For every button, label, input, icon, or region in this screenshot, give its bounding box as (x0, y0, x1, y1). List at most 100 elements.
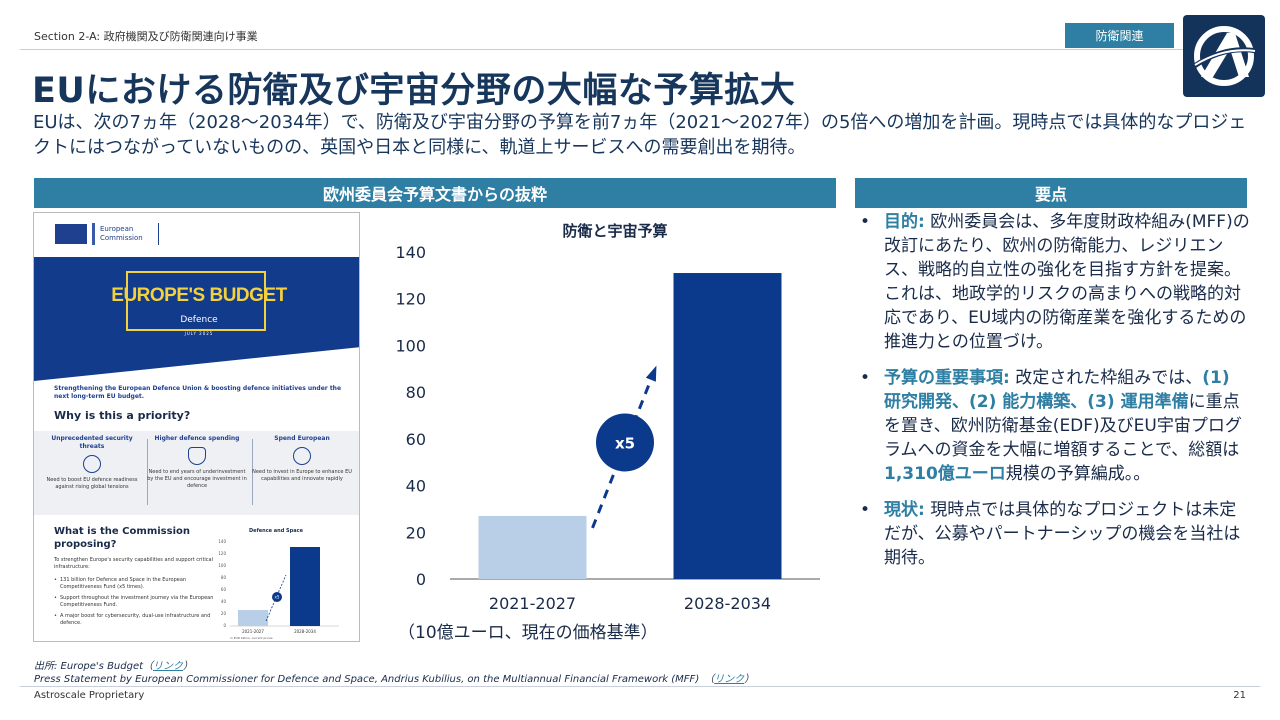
y-tick-label: 20 (406, 523, 426, 542)
ec-divider (158, 223, 159, 245)
mini-chart-axis: 0 20 40 60 80 100 120 140 (218, 539, 226, 628)
y-tick-label: 60 (406, 430, 426, 449)
mini-x5-badge (272, 592, 282, 602)
svg-text:40: 40 (221, 599, 227, 604)
point-status: • 現状: 現時点では具体的なプロジェクトは未定だが、公募やパートナーシップの機… (860, 498, 1252, 570)
euro-coins-icon (293, 447, 311, 465)
right-panel-heading: 要点 (855, 178, 1247, 208)
point-budget: • 予算の重要事項: 改定された枠組みでは、(1) 研究開発、(2) 能力構築、… (860, 366, 1252, 486)
point-text: 現時点では具体的なプロジェクトは未定だが、公募やパートナーシップの機会を当社は期… (884, 500, 1241, 568)
section-label: Section 2-A: 政府機関及び防衛関連向け事業 (34, 30, 258, 43)
svg-text:60: 60 (221, 587, 227, 592)
eu-flag-icon (54, 223, 88, 245)
point-highlight: 1,310億ユーロ (884, 464, 1006, 484)
y-tick-label: 0 (416, 570, 426, 589)
svg-text:140: 140 (218, 539, 226, 544)
point-text: 改定された枠組みでは、 (1015, 368, 1203, 388)
category-tag: 防衛関連 (1065, 23, 1174, 48)
svg-text:80: 80 (221, 575, 227, 580)
bar-2028-2034 (673, 273, 782, 579)
mini-tick-2028: 2028-2034 (294, 629, 316, 634)
y-tick-label: 80 (406, 383, 426, 402)
priority-item: Unprecedented security threats Need to b… (46, 435, 138, 490)
doc-why-heading: Why is this a priority? (54, 409, 191, 422)
hero-subtitle: Defence (180, 315, 218, 325)
mini-x5-label: x5 (275, 595, 280, 600)
doc-priorities: Unprecedented security threats Need to b… (34, 431, 359, 515)
point-text: に重点を置き、欧州防衛基金(EDF)及びEU宇宙プログラムへの資金を大幅に増額す… (884, 392, 1242, 460)
hero-title: EUROPE'S BUDGET (111, 285, 287, 306)
page-number: 21 (1233, 690, 1246, 701)
hero-wedge-shape (34, 347, 359, 381)
hero-date: JULY 2025 (184, 331, 214, 336)
top-rule (20, 49, 1260, 50)
svg-text:20: 20 (221, 611, 227, 616)
priority-divider (147, 439, 148, 505)
chart-unit-label: （10億ユーロ、現在の価格基準） (398, 623, 658, 643)
x-tick-label: 2021-2027 (489, 594, 576, 612)
doc-header: European Commission (34, 213, 359, 257)
mini-bar-chart: Defence and Space 0 20 40 60 80 100 120 140 x5… (218, 528, 339, 640)
company-logo (1183, 15, 1265, 97)
doc-hero: EUROPE'S BUDGET Defence JULY 2025 (34, 257, 359, 381)
bullet-icon: • (860, 212, 871, 232)
point-purpose: • 目的: 欧州委員会は、多年度財政枠組み(MFF)の改訂にあたり、欧州の防衛能… (860, 210, 1252, 354)
x-tick-label: 2028-2034 (684, 594, 771, 612)
ec-wordmark: European Commission (100, 225, 143, 242)
priority-item: Spend European Need to invest in Europe … (252, 435, 352, 482)
point-label: 予算の重要事項: (884, 368, 1010, 388)
svg-text:100: 100 (218, 563, 226, 568)
point-text: 欧州委員会は、多年度財政枠組み(MFF)の改訂にあたり、欧州の防衛能力、レジリエ… (884, 212, 1250, 352)
priority-item: Higher defence spending Need to end year… (147, 435, 247, 489)
svg-text:0: 0 (223, 623, 226, 628)
y-tick-label: 120 (395, 290, 426, 309)
doc-bullet-list: 131 billion for Defence and Space in the… (54, 577, 219, 631)
footer-proprietary: Astroscale Proprietary (34, 690, 145, 701)
ec-emblem-icon (92, 223, 95, 245)
left-panel-heading: 欧州委員会予算文書からの抜粋 (34, 178, 836, 208)
y-tick-label: 40 (406, 477, 426, 496)
doc-intro: Strengthening the European Defence Union… (54, 385, 342, 400)
source-line-1: 出所: Europe's Budget（リンク） (34, 661, 194, 672)
doc-strengthen-text: To strengthen Europe's security capabili… (54, 557, 213, 570)
source-link-1[interactable]: リンク (153, 661, 184, 672)
list-item: Support throughout the investment journe… (54, 595, 219, 609)
svg-text:120: 120 (218, 551, 226, 556)
point-text: 規模の予算編成。。 (1005, 464, 1151, 484)
page-title: EUにおける防衛及び宇宙分野の大幅な予算拡大 (32, 71, 796, 111)
mini-bar-2021 (238, 610, 268, 626)
page-subtitle: EUは、次の7ヵ年（2028～2034年）で、防衛及び宇宙分野の予算を前7ヵ年（… (33, 112, 1247, 158)
hero-frame (126, 271, 266, 331)
list-item: 131 billion for Defence and Space in the… (54, 577, 219, 591)
bottom-rule (20, 686, 1260, 687)
y-tick-label: 100 (395, 336, 426, 355)
x5-label: x5 (615, 434, 635, 452)
mini-tick-2021: 2021-2027 (242, 629, 264, 634)
y-tick-label: 140 (395, 243, 426, 262)
source-line-2: Press Statement by European Commissioner… (34, 674, 755, 685)
source-link-2[interactable]: リンク (714, 674, 745, 685)
alert-icon (83, 455, 101, 473)
key-points-list: • 目的: 欧州委員会は、多年度財政枠組み(MFF)の改訂にあたり、欧州の防衛能… (860, 210, 1252, 582)
priority-divider (252, 439, 253, 505)
bar-2021-2027 (478, 515, 587, 579)
point-highlight: (1) 研究開発、(2) 能力構築、(3) 運用準備 (884, 368, 1230, 412)
bullet-icon: • (860, 368, 871, 388)
astroscale-logo-icon (1191, 26, 1258, 86)
mini-chart-title: Defence and Space (249, 528, 304, 534)
point-label: 現状: (884, 500, 925, 520)
bullet-icon: • (860, 500, 871, 520)
mini-bar-2028 (290, 547, 320, 626)
mini-chart-note: in EUR billion, current prices (230, 636, 273, 640)
budget-document-thumbnail: European Commission EUROPE'S BUDGET Defe… (33, 212, 360, 642)
chart-svg: 防衛と宇宙予算 0 20 40 60 80 100 120 140 2021-2027 2028-2… (395, 222, 820, 612)
defence-space-budget-chart: 防衛と宇宙予算 0 20 40 60 80 100 120 140 2021-2027 2028-2… (380, 212, 840, 652)
source-notes: 出所: Europe's Budget（リンク） Press Statement… (34, 660, 754, 686)
shield-icon (188, 447, 206, 465)
list-item: A major boost for cybersecurity, dual-us… (54, 613, 219, 627)
point-label: 目的: (884, 212, 925, 232)
growth-arrowhead-icon (645, 365, 657, 382)
x5-badge (596, 413, 654, 472)
chart-title: 防衛と宇宙予算 (562, 222, 667, 240)
doc-what-heading: What is the Commission proposing? (54, 526, 190, 550)
